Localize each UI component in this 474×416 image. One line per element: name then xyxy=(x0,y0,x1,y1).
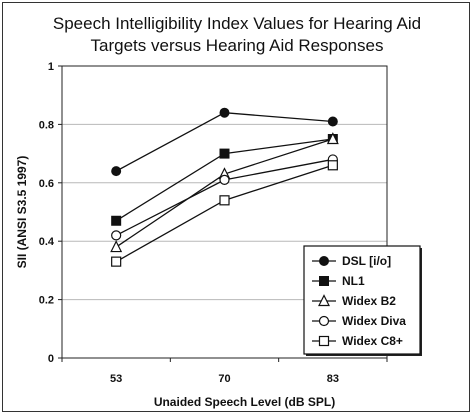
series-line-0 xyxy=(115,112,333,172)
series-0-point-1 xyxy=(219,107,230,118)
series-1-point-0 xyxy=(111,215,122,226)
legend-marker-0 xyxy=(319,256,329,266)
x-tick-label-53: 53 xyxy=(110,373,122,385)
legend-label-1: NL1 xyxy=(342,274,365,288)
y-axis-title: SII (ANSI S3.5 1997) xyxy=(15,156,29,269)
y-tick-label-5: 1 xyxy=(48,61,54,73)
y-tick-label-4: 0.8 xyxy=(39,119,54,131)
series-0-point-2 xyxy=(327,116,338,127)
legend-marker-2 xyxy=(318,294,330,307)
series-1-point-1 xyxy=(219,148,230,159)
y-tick-label-0: 0 xyxy=(48,353,54,365)
series-4-point-1 xyxy=(219,195,230,206)
series-2-point-2 xyxy=(326,132,339,145)
series-3-point-0 xyxy=(111,230,122,241)
legend-marker-3 xyxy=(318,315,330,327)
chart-title-line-2: Targets versus Hearing Aid Responses xyxy=(90,36,384,55)
series-2-point-0 xyxy=(110,240,123,253)
x-axis-title: Unaided Speech Level (dB SPL) xyxy=(154,395,335,409)
legend-marker-4 xyxy=(318,335,330,347)
y-tick-label-3: 0.6 xyxy=(39,178,54,190)
series-3-point-1 xyxy=(219,174,230,185)
y-tick-label-1: 0.2 xyxy=(39,295,54,307)
plot-area xyxy=(61,65,388,359)
x-tick-label-83: 83 xyxy=(327,373,339,385)
x-tick-label-70: 70 xyxy=(218,373,230,385)
legend-label-0: DSL [i/o] xyxy=(342,254,391,268)
y-tick-label-2: 0.4 xyxy=(39,236,55,248)
series-4-point-0 xyxy=(111,256,122,267)
chart-title-line-1: Speech Intelligibility Index Values for … xyxy=(52,14,422,33)
series-4-point-2 xyxy=(327,160,338,171)
legend-label-2: Widex B2 xyxy=(342,294,396,308)
legend-marker-1 xyxy=(319,276,329,286)
legend-label-4: Widex C8+ xyxy=(342,334,403,348)
series-0-point-0 xyxy=(111,166,122,177)
legend-label-3: Widex Diva xyxy=(342,314,406,328)
